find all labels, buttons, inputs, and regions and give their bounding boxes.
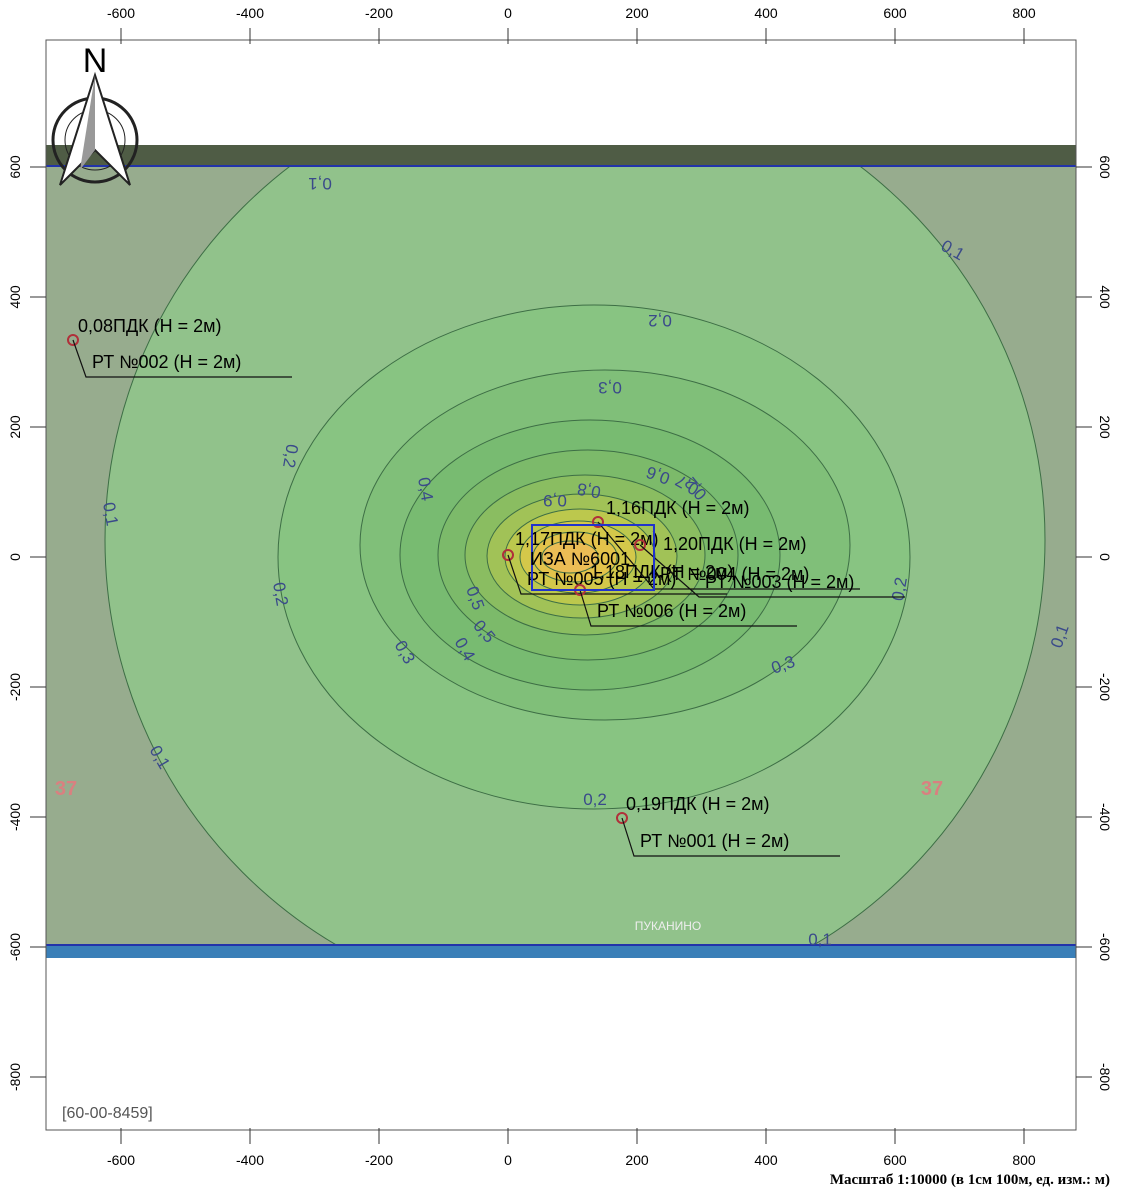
x-tick-label: 800 bbox=[1012, 1152, 1036, 1168]
point-name: РТ №006 (Н = 2м) bbox=[597, 601, 746, 621]
x-tick-label: 400 bbox=[754, 1152, 778, 1168]
isoline bbox=[541, 540, 599, 574]
x-tick-label: 200 bbox=[625, 1152, 649, 1168]
x-tick-label: -400 bbox=[236, 1152, 264, 1168]
source-label: ИЗА №6001 bbox=[530, 549, 630, 569]
x-tick-label: 800 bbox=[1012, 5, 1036, 21]
y-tick-label: 0 bbox=[1097, 553, 1113, 561]
point-name: РТ №002 (Н = 2м) bbox=[92, 352, 241, 372]
taskbar bbox=[46, 945, 1076, 958]
isoline-label: 0,1 bbox=[99, 501, 122, 528]
place: 37 bbox=[55, 778, 77, 800]
x-tick-label: 600 bbox=[883, 5, 907, 21]
isoline-label: 0,8 bbox=[576, 479, 603, 502]
x-tick-label: -600 bbox=[107, 1152, 135, 1168]
y-tick-label: 400 bbox=[1097, 285, 1113, 309]
x-tick-label: 600 bbox=[883, 1152, 907, 1168]
y-tick-label: -400 bbox=[1097, 803, 1113, 831]
y-tick-label: 0 bbox=[7, 553, 23, 561]
point bbox=[502, 549, 514, 561]
isoline-label: 0,2 bbox=[279, 443, 302, 470]
x-tick-label: 400 bbox=[754, 5, 778, 21]
place: 37 bbox=[921, 778, 943, 800]
point-pdk: 1,16ПДК (Н = 2м) bbox=[606, 498, 750, 518]
point-name: РТ №001 (Н = 2м) bbox=[640, 831, 789, 851]
leader bbox=[639, 544, 905, 598]
x-tick-label: 200 bbox=[625, 5, 649, 21]
source bbox=[531, 524, 655, 591]
point-name: РТ №003 (Н = 2м) bbox=[705, 572, 854, 592]
isoline-label: 0,1 bbox=[808, 930, 832, 949]
y-tick-label: -400 bbox=[7, 803, 23, 831]
x-tick-label: -600 bbox=[107, 5, 135, 21]
y-tick-label: 200 bbox=[7, 415, 23, 439]
point-pdk: 1,17ПДК (Н = 2м) bbox=[515, 529, 659, 549]
scale: Масштаб 1:10000 (в 1см 100м, ед. изм.: м… bbox=[830, 1172, 1110, 1188]
frame bbox=[45, 39, 1077, 1131]
y-tick-label: -600 bbox=[1097, 933, 1113, 961]
y-tick-label: -200 bbox=[1097, 673, 1113, 701]
y-tick-label: -200 bbox=[7, 673, 23, 701]
point-pdk: 1,20ПДК (Н = 2м) bbox=[663, 534, 807, 554]
x-tick-label: -200 bbox=[365, 1152, 393, 1168]
point-name: РТ №005 (Н = 2м) bbox=[527, 569, 676, 589]
isoline-label: 0,1 bbox=[308, 174, 332, 193]
isoline-label: 0,4 bbox=[414, 476, 437, 503]
compass: N bbox=[51, 42, 139, 186]
y-tick-label: 600 bbox=[1097, 155, 1113, 179]
leader bbox=[579, 589, 797, 627]
y-tick-label: -800 bbox=[7, 1063, 23, 1091]
point-name: РТ №004 (Н = 2м) bbox=[660, 564, 809, 584]
leader bbox=[72, 339, 292, 378]
y-tick-label: 600 bbox=[7, 155, 23, 179]
isoline-label: 0,2 bbox=[269, 581, 292, 608]
isoline-label: 0,9 bbox=[543, 491, 567, 510]
isoline-label: 0,2 bbox=[888, 576, 911, 603]
isoline-label: 0,2 bbox=[583, 790, 607, 809]
y-tick-label: 400 bbox=[7, 285, 23, 309]
north-label: N bbox=[83, 42, 108, 80]
x-tick-label: 0 bbox=[504, 1152, 512, 1168]
point-pdk: 0,19ПДК (Н = 2м) bbox=[626, 794, 770, 814]
point bbox=[592, 516, 604, 528]
y-tick-label: -800 bbox=[1097, 1063, 1113, 1091]
point bbox=[67, 334, 79, 346]
y-tick-label: -600 bbox=[7, 933, 23, 961]
point-pdk: 1,18ПДК (Н = 2м) bbox=[590, 562, 734, 582]
y-tick-label: 200 bbox=[1097, 415, 1113, 439]
x-tick-label: -200 bbox=[365, 5, 393, 21]
x-tick-label: -400 bbox=[236, 5, 264, 21]
place: ПУКАНИНО bbox=[635, 919, 702, 933]
isoline-label: 0,2 bbox=[648, 311, 672, 330]
x-tick-label: 0 bbox=[504, 5, 512, 21]
point-pdk: 0,08ПДК (Н = 2м) bbox=[78, 316, 222, 336]
point bbox=[634, 539, 646, 551]
code: [60-00-8459] bbox=[62, 1105, 153, 1122]
isoline-label: 0,3 bbox=[598, 378, 622, 397]
leader bbox=[621, 817, 840, 857]
point bbox=[616, 812, 628, 824]
leader bbox=[507, 554, 727, 595]
